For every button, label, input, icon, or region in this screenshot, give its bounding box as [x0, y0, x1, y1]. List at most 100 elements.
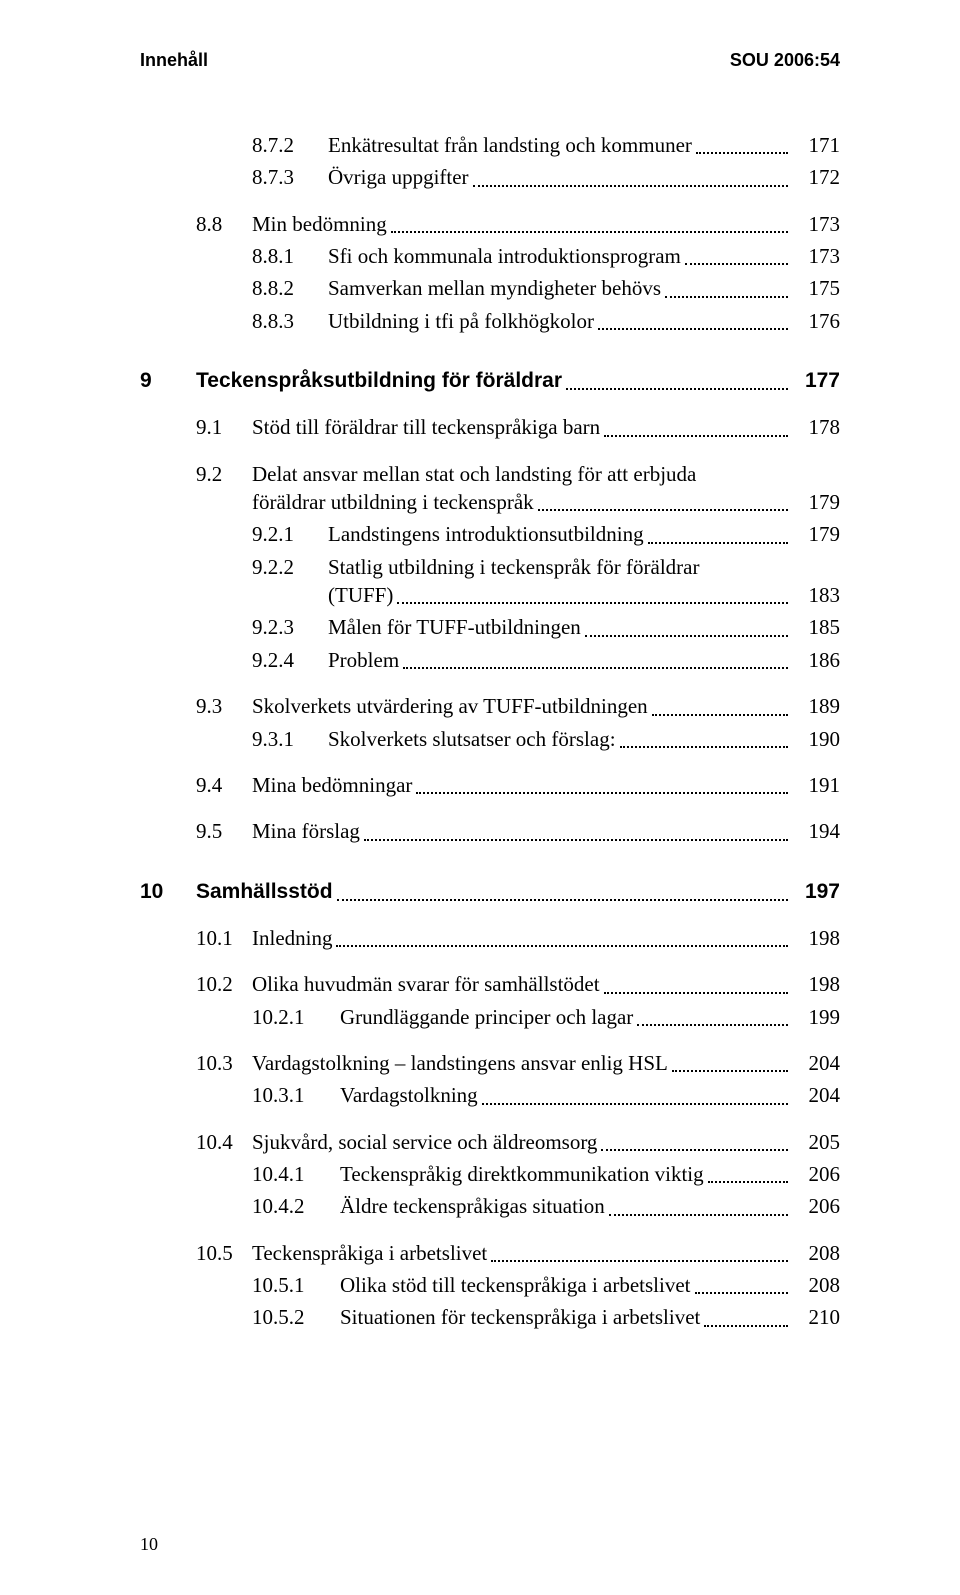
toc-entry-title: Landstingens introduktionsutbildning	[328, 520, 644, 548]
toc-entry-number: 9.4	[196, 771, 252, 799]
toc-entry: 10.5.2Situationen för teckenspråkiga i a…	[140, 1303, 840, 1331]
toc-leader-dots	[391, 231, 788, 233]
toc-entry-page: 206	[792, 1192, 840, 1220]
toc-entry-page: 189	[792, 692, 840, 720]
toc-entry-title: Utbildning i tfi på folkhögkolor	[328, 307, 594, 335]
toc-entry: 10.5.1Olika stöd till teckenspråkiga i a…	[140, 1271, 840, 1299]
toc-entry: 10.1Inledning198	[140, 924, 840, 952]
toc-leader-dots	[708, 1181, 788, 1183]
toc-entry-title: Enkätresultat från landsting och kommune…	[328, 131, 692, 159]
toc-entry-title: Inledning	[252, 924, 332, 952]
toc-entry-title: Problem	[328, 646, 399, 674]
toc-leader-dots	[665, 296, 788, 298]
toc-entry-page: 172	[792, 163, 840, 191]
toc-entry: 10.4.2Äldre teckenspråkigas situation206	[140, 1192, 840, 1220]
toc-leader-dots	[403, 667, 788, 669]
toc-leader-dots	[538, 509, 788, 511]
toc-entry-number: 8.8.2	[252, 274, 328, 302]
toc-entry-title: Vardagstolkning	[340, 1081, 478, 1109]
toc-leader-dots	[685, 263, 788, 265]
toc-entry-title-line1: Statlig utbildning i teckenspråk för för…	[328, 553, 699, 581]
toc-entry-number: 9.3.1	[252, 725, 328, 753]
toc-entry-number: 10.1	[196, 924, 252, 952]
toc-leader-dots	[336, 945, 788, 947]
toc-entry-title: Sfi och kommunala introduktionsprogram	[328, 242, 681, 270]
toc-leader-dots	[482, 1103, 788, 1105]
toc-leader-dots	[648, 542, 788, 544]
toc-entry-page: 194	[792, 817, 840, 845]
toc-entry-number: 9.3	[196, 692, 252, 720]
toc-entry-title: Skolverkets utvärdering av TUFF-utbildni…	[252, 692, 648, 720]
toc-entry-number: 9.2.2	[252, 553, 328, 581]
toc-gap	[140, 757, 840, 771]
toc-leader-dots	[696, 152, 788, 154]
toc-entry-number: 9.2.3	[252, 613, 328, 641]
toc-entry: 9.2.4Problem186	[140, 646, 840, 674]
toc-entry-title: Äldre teckenspråkigas situation	[340, 1192, 605, 1220]
toc-gap	[140, 196, 840, 210]
toc-entry-page: 179	[792, 520, 840, 548]
toc-entry-page: 186	[792, 646, 840, 674]
toc-entry: 8.8.2Samverkan mellan myndigheter behövs…	[140, 274, 840, 302]
toc-entry-number: 10.3	[196, 1049, 252, 1077]
toc-entry: 10.3.1Vardagstolkning204	[140, 1081, 840, 1109]
toc-entry-number: 9.2.1	[252, 520, 328, 548]
toc-leader-dots	[601, 1149, 788, 1151]
toc-entry: 8.8.1Sfi och kommunala introduktionsprog…	[140, 242, 840, 270]
toc-entry: 9.4Mina bedömningar 191	[140, 771, 840, 799]
toc-gap	[140, 1114, 840, 1128]
toc-gap	[140, 956, 840, 970]
toc-entry: 10.4.1Teckenspråkig direktkommunikation …	[140, 1160, 840, 1188]
toc-entry: 9.3.1Skolverkets slutsatser och förslag:…	[140, 725, 840, 753]
table-of-contents: 8.7.2Enkätresultat från landsting och ko…	[140, 131, 840, 1332]
toc-entry-page: 185	[792, 613, 840, 641]
toc-entry-number: 10.4	[196, 1128, 252, 1156]
toc-entry-title: Mina förslag	[252, 817, 360, 845]
toc-entry: 10.5Teckenspråkiga i arbetslivet208	[140, 1239, 840, 1267]
running-header-right: SOU 2006:54	[730, 50, 840, 71]
toc-leader-dots	[604, 435, 788, 437]
toc-gap	[140, 1225, 840, 1239]
toc-entry-number: 8.8.1	[252, 242, 328, 270]
toc-entry-page: 197	[792, 878, 840, 906]
toc-entry-title: Vardagstolkning – landstingens ansvar en…	[252, 1049, 668, 1077]
toc-leader-dots	[473, 185, 788, 187]
toc-gap	[140, 446, 840, 460]
toc-entry: 9.1Stöd till föräldrar till teckenspråki…	[140, 413, 840, 441]
page-number: 10	[140, 1534, 158, 1555]
toc-leader-dots	[695, 1292, 789, 1294]
toc-entry-title: Mina bedömningar	[252, 771, 412, 799]
toc-gap	[140, 1035, 840, 1049]
running-header: Innehåll SOU 2006:54	[140, 50, 840, 71]
toc-entry-title: Stöd till föräldrar till teckenspråkiga …	[252, 413, 600, 441]
toc-entry-page: 191	[792, 771, 840, 799]
toc-entry: 8.8Min bedömning173	[140, 210, 840, 238]
toc-entry-page: 176	[792, 307, 840, 335]
toc-entry-number: 8.8	[196, 210, 252, 238]
toc-entry-page: 179	[792, 488, 840, 516]
toc-entry: 9.2Delat ansvar mellan stat och landstin…	[140, 460, 840, 517]
toc-entry-page: 199	[792, 1003, 840, 1031]
toc-entry-title: Teckenspråkiga i arbetslivet	[252, 1239, 487, 1267]
toc-entry: 9.5Mina förslag194	[140, 817, 840, 845]
toc-leader-dots	[637, 1024, 788, 1026]
toc-entry-number: 10.2	[196, 970, 252, 998]
toc-entry-page: 198	[792, 970, 840, 998]
toc-entry-title: Grundläggande principer och lagar	[340, 1003, 633, 1031]
toc-leader-dots	[416, 792, 788, 794]
toc-entry: 10.3Vardagstolkning – landstingens ansva…	[140, 1049, 840, 1077]
toc-entry-number: 10.5.2	[252, 1303, 340, 1331]
toc-entry-number: 9.1	[196, 413, 252, 441]
toc-entry: 10.2.1Grundläggande principer och lagar1…	[140, 1003, 840, 1031]
toc-entry-title: Samverkan mellan myndigheter behövs	[328, 274, 661, 302]
toc-entry-number: 8.7.3	[252, 163, 328, 191]
toc-entry: 8.8.3Utbildning i tfi på folkhögkolor176	[140, 307, 840, 335]
toc-leader-dots	[652, 714, 788, 716]
toc-entry-number: 8.7.2	[252, 131, 328, 159]
toc-entry-page: 208	[792, 1239, 840, 1267]
toc-entry: 9.2.1Landstingens introduktionsutbildnin…	[140, 520, 840, 548]
toc-entry-page: 208	[792, 1271, 840, 1299]
toc-entry-title: Olika stöd till teckenspråkiga i arbetsl…	[340, 1271, 691, 1299]
toc-leader-dots	[672, 1070, 788, 1072]
toc-entry-page: 178	[792, 413, 840, 441]
